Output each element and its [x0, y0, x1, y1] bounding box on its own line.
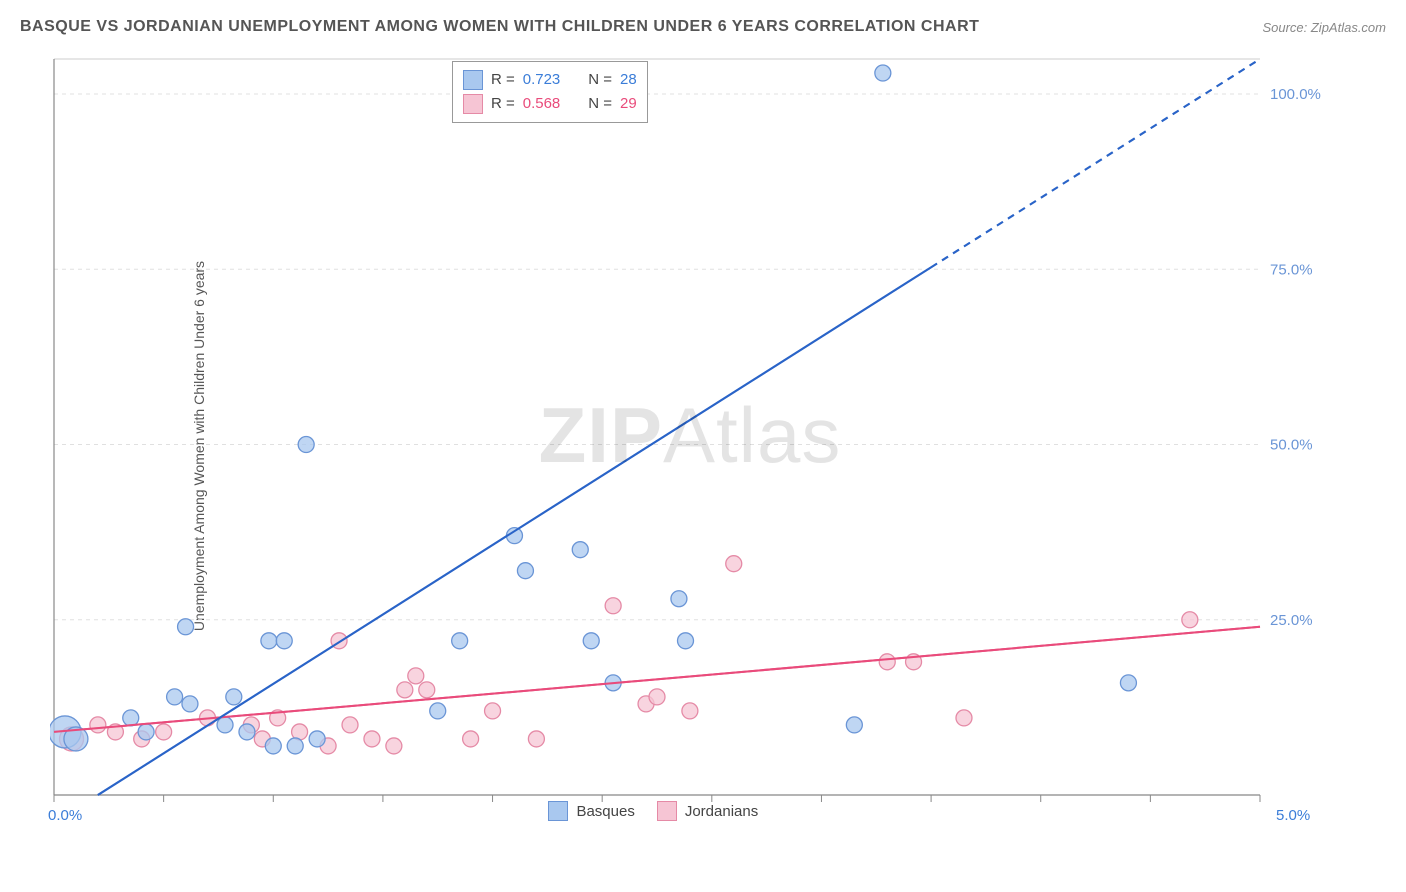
- plot-area: 25.0%50.0%75.0%100.0% ZIPAtlas R =0.723N…: [50, 55, 1330, 825]
- r-value: 0.568: [523, 92, 561, 116]
- legend-label: Jordanians: [685, 803, 758, 820]
- svg-text:100.0%: 100.0%: [1270, 86, 1321, 103]
- n-value: 29: [620, 92, 637, 116]
- r-label: R =: [491, 92, 515, 116]
- source-credit: Source: ZipAtlas.com: [1262, 20, 1386, 35]
- n-value: 28: [620, 68, 637, 92]
- stats-row: R = 0.568 N = 29: [463, 92, 637, 116]
- legend: Basques Jordanians: [548, 801, 758, 821]
- n-label: N =: [588, 92, 612, 116]
- r-value: 0.723: [523, 68, 561, 92]
- legend-label: Basques: [576, 803, 634, 820]
- r-label: R =: [491, 68, 515, 92]
- scatter-chart: 25.0% 50.0% 75.0% 100.0%: [50, 55, 1330, 825]
- svg-text:25.0%: 25.0%: [1270, 612, 1313, 629]
- correlation-stats-box: R = 0.723 N = 28 R = 0.568 N = 29: [452, 61, 648, 123]
- series-swatch: [463, 94, 483, 114]
- legend-swatch: [657, 801, 677, 821]
- stats-row: R = 0.723 N = 28: [463, 68, 637, 92]
- x-axis-min-label: 0.0%: [48, 807, 82, 824]
- chart-title: BASQUE VS JORDANIAN UNEMPLOYMENT AMONG W…: [20, 18, 979, 36]
- n-label: N =: [588, 68, 612, 92]
- legend-item: Jordanians: [657, 801, 758, 821]
- x-axis-max-label: 5.0%: [1276, 807, 1310, 824]
- series-swatch: [463, 70, 483, 90]
- svg-text:75.0%: 75.0%: [1270, 261, 1313, 278]
- legend-item: Basques: [548, 801, 634, 821]
- legend-swatch: [548, 801, 568, 821]
- svg-text:50.0%: 50.0%: [1270, 437, 1313, 454]
